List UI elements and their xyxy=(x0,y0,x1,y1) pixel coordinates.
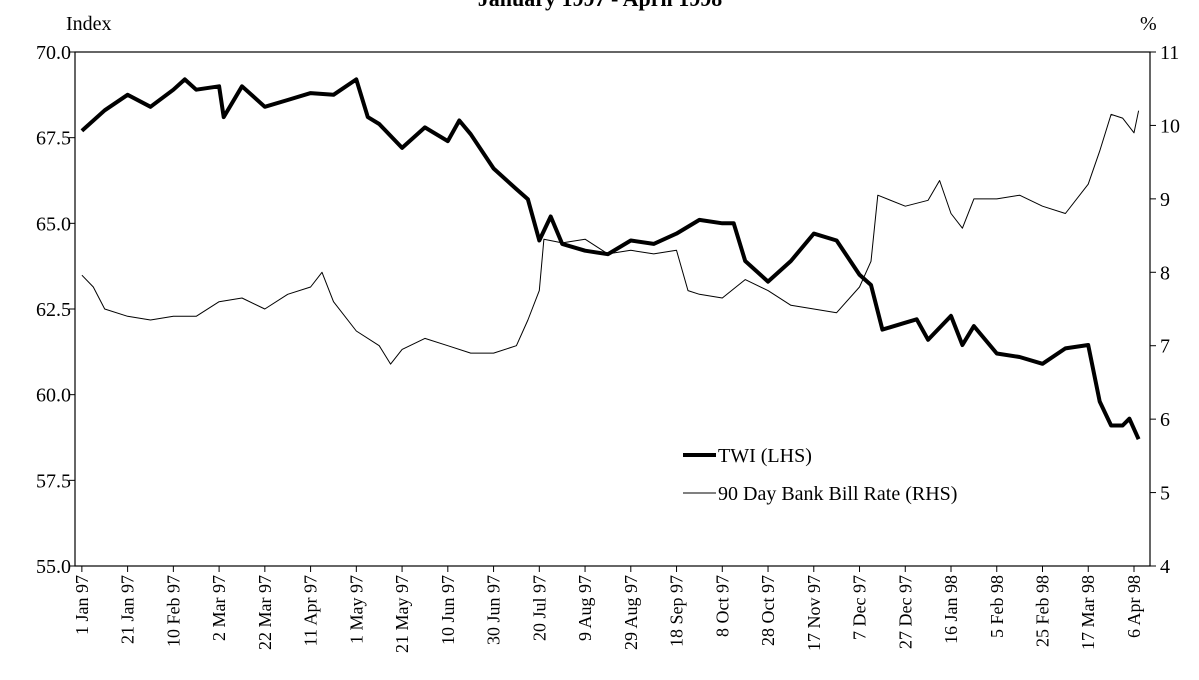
x-tick-label: 6 Apr 98 xyxy=(1124,575,1144,638)
y-tick-label: 55.0 xyxy=(36,556,71,578)
x-tick-label: 20 Jul 97 xyxy=(529,575,549,641)
x-tick-label: 10 Feb 97 xyxy=(163,575,183,647)
x-tick-label: 21 May 97 xyxy=(392,575,412,653)
y-axis-label: Index xyxy=(66,13,112,35)
y2-tick-label: 6 xyxy=(1160,409,1170,431)
x-tick-label: 29 Aug 97 xyxy=(621,575,641,650)
x-tick-label: 5 Feb 98 xyxy=(987,575,1007,638)
x-tick-label: 18 Sep 97 xyxy=(667,575,687,647)
y2-tick-label: 5 xyxy=(1160,483,1170,505)
series-line xyxy=(80,77,1141,441)
y2-tick-label: 11 xyxy=(1160,42,1179,64)
x-tick-label: 30 Jun 97 xyxy=(484,575,504,645)
y-tick-label: 65.0 xyxy=(36,213,71,235)
x-tick-label: 8 Oct 97 xyxy=(712,575,732,637)
x-tick-label: 28 Oct 97 xyxy=(758,575,778,646)
plot-frame xyxy=(74,51,1151,567)
y2-tick-label: 10 xyxy=(1160,115,1180,137)
x-tick-label: 10 Jun 97 xyxy=(438,575,458,645)
y-tick-label: 57.5 xyxy=(36,470,71,492)
x-tick-label: 22 Mar 97 xyxy=(255,575,275,650)
y2-tick-label: 8 xyxy=(1160,262,1170,284)
y-tick-label: 67.5 xyxy=(36,128,71,150)
x-tick-label: 16 Jan 98 xyxy=(941,575,961,644)
y-tick-label: 70.0 xyxy=(36,42,71,64)
legend-label: 90 Day Bank Bill Rate (RHS) xyxy=(718,483,957,505)
x-tick-label: 1 May 97 xyxy=(346,575,366,644)
x-tick-label: 2 Mar 97 xyxy=(209,575,229,641)
series-line xyxy=(81,110,1140,365)
x-tick-label: 9 Aug 97 xyxy=(575,575,595,641)
y-tick-label: 62.5 xyxy=(36,299,71,321)
y-tick-label: 60.0 xyxy=(36,385,71,407)
x-tick-label: 27 Dec 97 xyxy=(895,575,915,649)
y2-tick-label: 4 xyxy=(1160,556,1170,578)
x-tick-label: 25 Feb 98 xyxy=(1033,575,1053,647)
x-tick-label: 7 Dec 97 xyxy=(850,575,870,640)
x-tick-label: 1 Jan 97 xyxy=(72,575,92,635)
y2-tick-label: 7 xyxy=(1160,336,1170,358)
x-tick-label: 11 Apr 97 xyxy=(301,575,321,646)
y2-tick-label: 9 xyxy=(1160,189,1170,211)
x-tick-label: 17 Mar 98 xyxy=(1078,575,1098,650)
y2-axis-label: % xyxy=(1140,13,1157,35)
x-tick-label: 21 Jan 97 xyxy=(118,575,138,644)
chart-title: January 1997 - April 1998 xyxy=(478,0,722,11)
x-tick-label: 17 Nov 97 xyxy=(804,575,824,651)
legend-label: TWI (LHS) xyxy=(718,445,812,467)
